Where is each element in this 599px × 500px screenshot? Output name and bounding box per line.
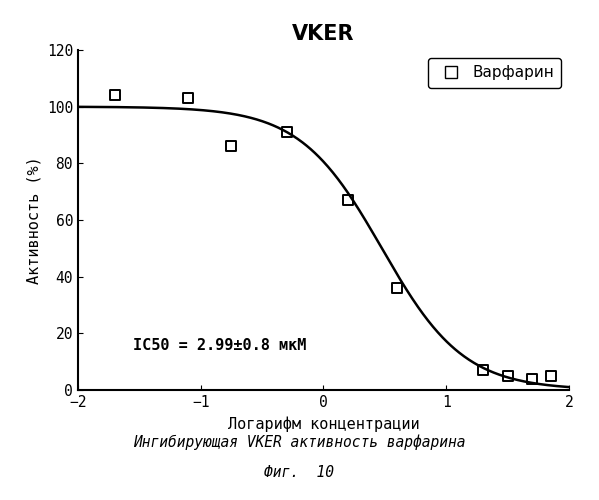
Варфарин bbox=[546, 372, 555, 380]
Text: Ингибирующая VKER активность варфарина: Ингибирующая VKER активность варфарина bbox=[133, 434, 466, 450]
Text: IC50 = 2.99±0.8 мкМ: IC50 = 2.99±0.8 мкМ bbox=[133, 338, 307, 353]
Legend: Варфарин: Варфарин bbox=[428, 58, 561, 88]
Варфарин bbox=[527, 374, 537, 382]
Text: Фиг.  10: Фиг. 10 bbox=[265, 465, 334, 480]
Варфарин bbox=[183, 94, 193, 102]
Варфарин bbox=[478, 366, 488, 374]
Варфарин bbox=[110, 92, 120, 100]
Title: VKER: VKER bbox=[292, 24, 355, 44]
Варфарин bbox=[226, 142, 236, 150]
Варфарин bbox=[503, 372, 513, 380]
Y-axis label: Активность (%): Активность (%) bbox=[26, 156, 41, 284]
Варфарин bbox=[392, 284, 402, 292]
Варфарин bbox=[282, 128, 291, 136]
X-axis label: Логарифм концентрации: Логарифм концентрации bbox=[228, 417, 419, 432]
Варфарин bbox=[343, 196, 353, 204]
